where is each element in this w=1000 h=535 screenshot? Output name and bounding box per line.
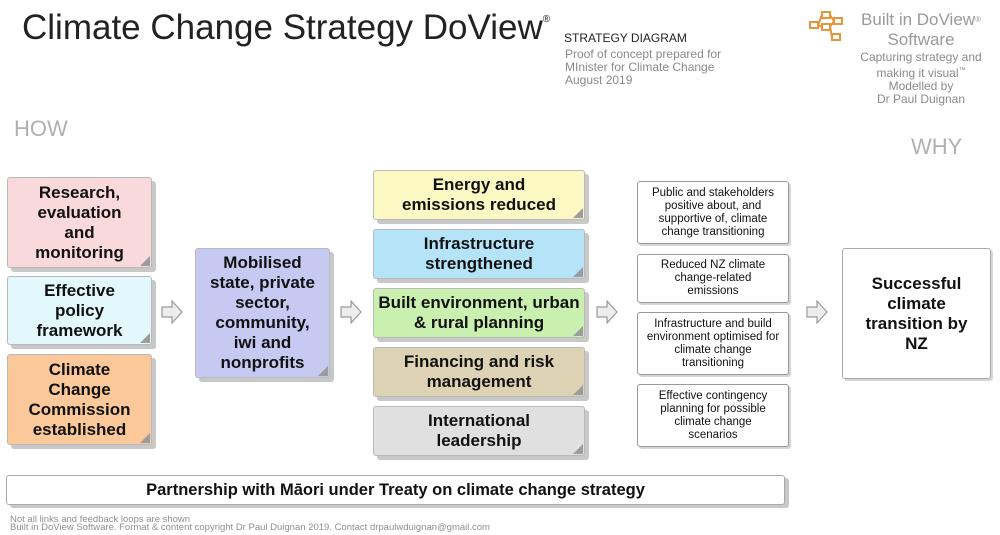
box-energy-emissions[interactable]: Energy and emissions reduced bbox=[373, 170, 585, 220]
modelled-line-2: Dr Paul Duignan bbox=[876, 92, 966, 106]
footer-copyright: Built in DoView Software. Format & conte… bbox=[10, 522, 490, 533]
proof-line-1: Proof of concept prepared for bbox=[565, 47, 722, 61]
proof-line-2: MInister for Climate Change bbox=[565, 60, 715, 74]
box-climate-commission[interactable]: Climate Change Commission established bbox=[7, 354, 152, 445]
brand-registered-mark: ® bbox=[975, 15, 981, 24]
box-label: Effective policy framework bbox=[36, 280, 123, 340]
arrow-right-icon bbox=[806, 300, 828, 324]
box-label: Infrastructure strengthened bbox=[423, 234, 535, 273]
title-text: Climate Change Strategy DoView bbox=[22, 8, 543, 47]
page-title: Climate Change Strategy DoView® bbox=[22, 8, 550, 48]
box-successful-transition[interactable]: Successful climate transition by NZ bbox=[842, 248, 991, 379]
trademark-mark: ™ bbox=[958, 67, 966, 74]
box-label: Mobilised state, private sector, communi… bbox=[210, 253, 315, 372]
box-label: Energy and emissions reduced bbox=[401, 175, 556, 214]
arrow-right-icon bbox=[596, 300, 618, 324]
modelled-line-1: Modelled by bbox=[888, 79, 954, 93]
footer-note: Not all links and feedback loops are sho… bbox=[10, 514, 191, 525]
box-label: Effective contingency planning for possi… bbox=[658, 389, 768, 441]
box-contingency-planning[interactable]: Effective contingency planning for possi… bbox=[637, 384, 789, 447]
box-label: Financing and risk management bbox=[403, 352, 555, 391]
box-label: Research, evaluation and monitoring bbox=[35, 182, 124, 262]
box-label: Reduced NZ climate change-related emissi… bbox=[660, 259, 766, 297]
registered-mark: ® bbox=[542, 14, 551, 25]
arrow-right-icon bbox=[340, 300, 362, 324]
box-infrastructure-optimised[interactable]: Infrastructure and build environment opt… bbox=[637, 312, 789, 375]
proof-of-concept-note: Proof of concept prepared for MInister f… bbox=[565, 48, 755, 87]
box-label: Public and stakeholders positive about, … bbox=[651, 186, 775, 238]
box-label: Successful climate transition by NZ bbox=[865, 273, 968, 353]
how-label: HOW bbox=[14, 116, 68, 141]
box-research-evaluation[interactable]: Research, evaluation and monitoring bbox=[7, 177, 152, 268]
doview-logo-icon bbox=[809, 11, 843, 41]
proof-line-3: August 2019 bbox=[565, 73, 633, 87]
brand-tagline-1: Capturing strategy and bbox=[860, 50, 982, 64]
box-policy-framework[interactable]: Effective policy framework bbox=[7, 276, 152, 345]
box-label: Partnership with Māori under Treaty on c… bbox=[146, 481, 645, 499]
box-label: International leadership bbox=[427, 411, 530, 450]
box-label: Infrastructure and build environment opt… bbox=[646, 317, 780, 369]
box-mobilised-sectors[interactable]: Mobilised state, private sector, communi… bbox=[195, 248, 330, 378]
brand-line-2: Software bbox=[887, 30, 955, 49]
box-built-environment[interactable]: Built environment, urban & rural plannin… bbox=[373, 288, 585, 338]
box-financing-risk[interactable]: Financing and risk management bbox=[373, 347, 585, 397]
box-label: Built environment, urban & rural plannin… bbox=[378, 293, 580, 332]
box-reduced-emissions[interactable]: Reduced NZ climate change-related emissi… bbox=[637, 254, 789, 303]
box-infrastructure[interactable]: Infrastructure strengthened bbox=[373, 229, 585, 279]
brand-line-1: Built in DoView bbox=[861, 10, 976, 29]
brand-tagline: Capturing strategy and making it visual™ bbox=[848, 51, 994, 80]
brand-name: Built in DoView® Software bbox=[848, 10, 994, 50]
box-label: Climate Change Commission established bbox=[28, 359, 131, 439]
why-label: WHY bbox=[911, 134, 963, 159]
modelled-by: Modelled by Dr Paul Duignan bbox=[848, 80, 994, 106]
box-public-support[interactable]: Public and stakeholders positive about, … bbox=[637, 181, 789, 244]
box-maori-partnership[interactable]: Partnership with Māori under Treaty on c… bbox=[6, 475, 785, 505]
arrow-right-icon bbox=[161, 300, 183, 324]
box-international-leadership[interactable]: International leadership bbox=[373, 406, 585, 456]
diagram-subtitle: STRATEGY DIAGRAM bbox=[564, 31, 687, 45]
brand-tagline-2: making it visual bbox=[876, 66, 959, 80]
